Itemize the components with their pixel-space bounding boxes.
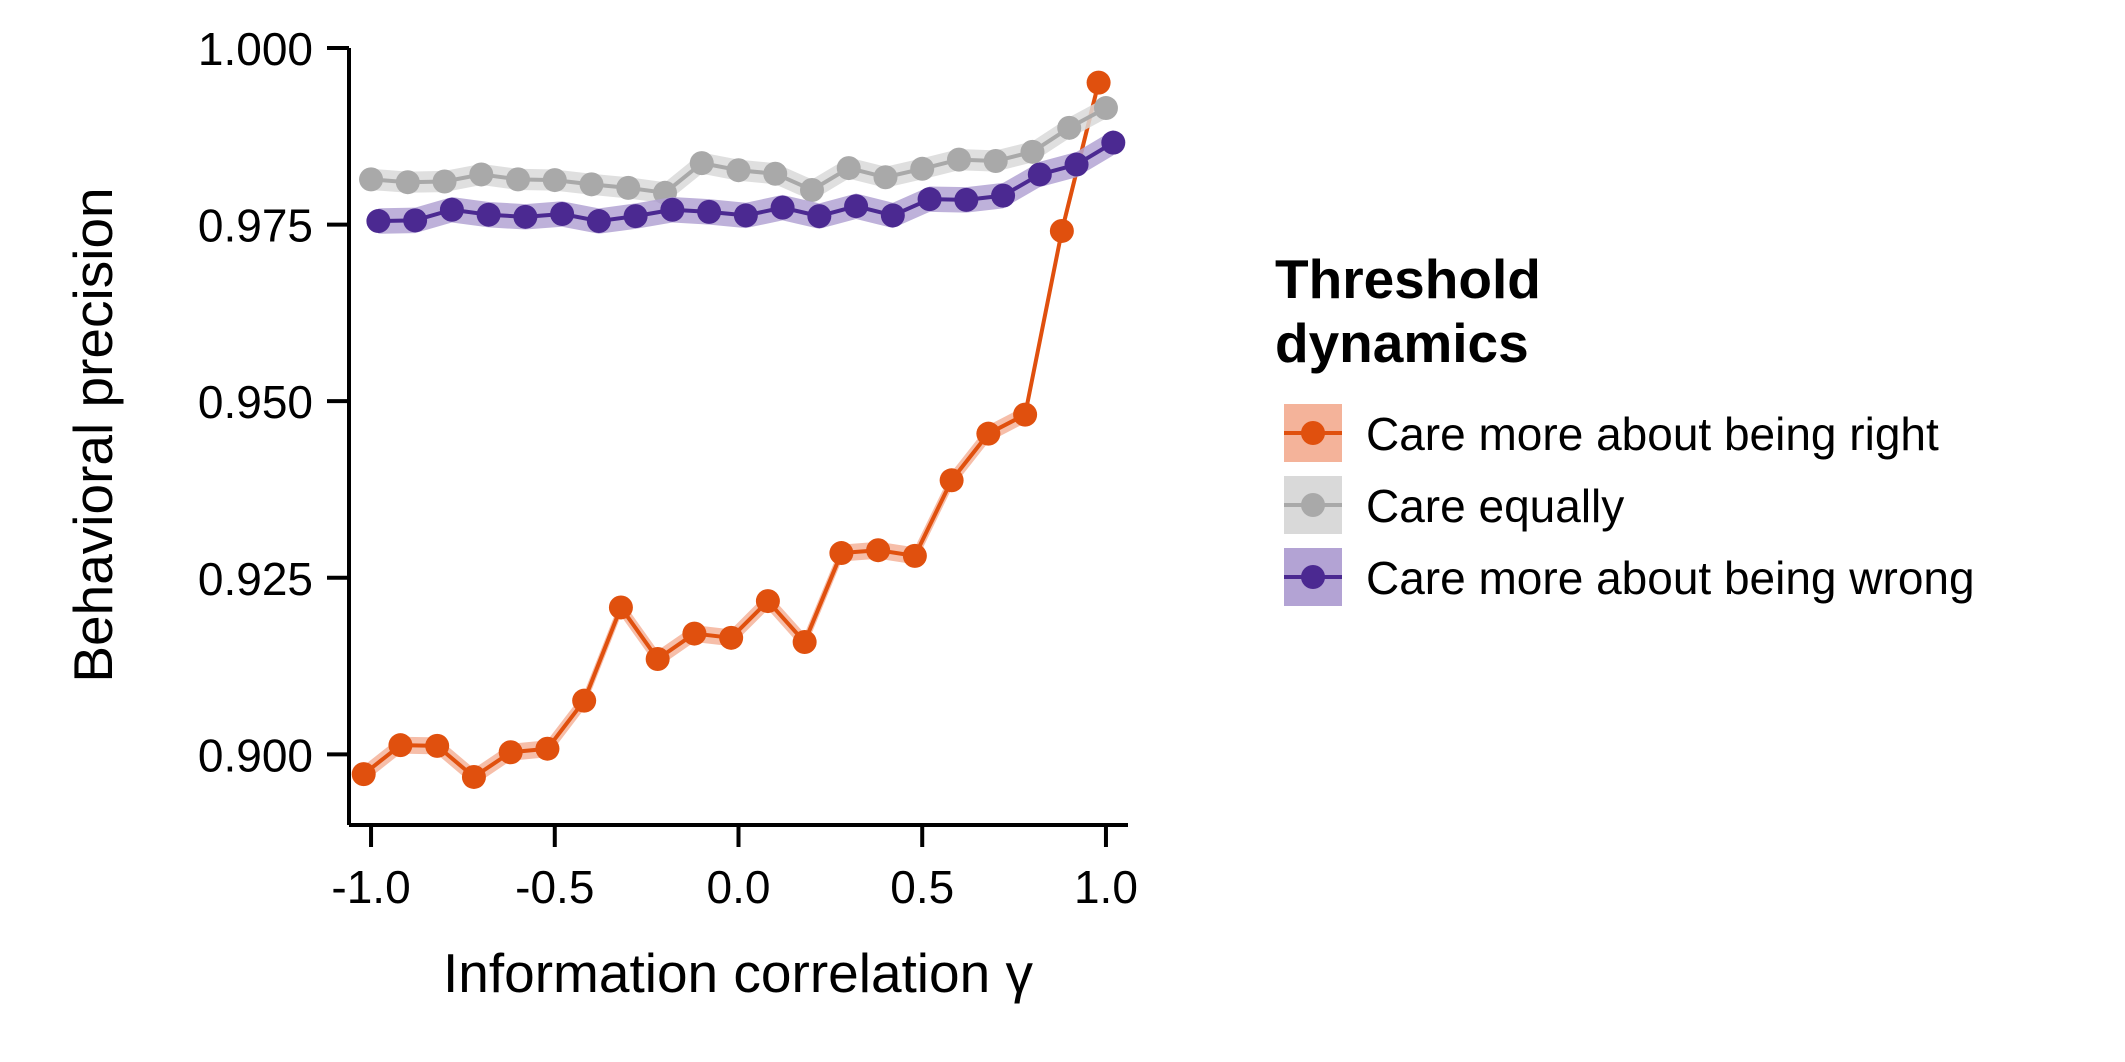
- data-point: [498, 740, 523, 765]
- y-tick-label: 0.925: [198, 553, 313, 605]
- data-point: [939, 468, 964, 493]
- data-point: [1101, 130, 1126, 155]
- data-point: [1020, 139, 1045, 164]
- data-point: [366, 209, 391, 234]
- data-point: [844, 194, 869, 219]
- data-point: [689, 151, 714, 176]
- data-point: [770, 195, 795, 220]
- data-point: [1049, 218, 1074, 243]
- data-point: [726, 158, 751, 183]
- data-point: [425, 733, 450, 758]
- legend-item: Care more about being right: [1284, 404, 1939, 462]
- legend: Threshold dynamics Care more about being…: [1275, 248, 1975, 606]
- data-point: [902, 543, 927, 568]
- legend-title-line2: dynamics: [1275, 312, 1529, 374]
- data-point: [535, 736, 560, 761]
- legend-items: Care more about being right Care equally C…: [1284, 404, 1975, 606]
- data-point: [439, 197, 464, 222]
- data-point: [461, 764, 486, 789]
- plot-area: [351, 70, 1126, 789]
- data-point: [755, 589, 780, 614]
- x-tick-label: 0.5: [890, 861, 954, 913]
- data-point: [513, 204, 538, 229]
- data-point: [792, 630, 817, 655]
- legend-label: Care more about being right: [1366, 408, 1939, 460]
- legend-label: Care equally: [1366, 480, 1624, 532]
- series-2: [359, 96, 1118, 205]
- legend-key-point: [1301, 493, 1325, 517]
- legend-key-point: [1301, 421, 1325, 445]
- data-point: [976, 421, 1001, 446]
- x-tick-label: -0.5: [515, 861, 594, 913]
- data-point: [954, 187, 979, 212]
- y-tick-label: 0.900: [198, 729, 313, 781]
- x-tick-label: -1.0: [331, 861, 410, 913]
- x-axis-label: Information correlation γ: [443, 942, 1033, 1004]
- data-point: [388, 733, 413, 758]
- legend-title-line1: Threshold: [1275, 248, 1541, 310]
- data-point: [645, 647, 670, 672]
- y-tick-label: 1.000: [198, 23, 313, 75]
- x-tick-label: 1.0: [1074, 861, 1138, 913]
- data-point: [660, 197, 685, 222]
- data-point: [763, 161, 788, 186]
- data-point: [616, 175, 641, 200]
- legend-label: Care more about being wrong: [1366, 552, 1975, 604]
- data-point: [351, 762, 376, 787]
- data-point: [799, 177, 824, 202]
- data-point: [991, 183, 1016, 208]
- data-point: [866, 538, 891, 563]
- data-point: [946, 147, 971, 172]
- data-point: [550, 201, 575, 226]
- data-point: [608, 595, 633, 620]
- data-point: [579, 172, 604, 197]
- data-point: [917, 187, 942, 212]
- data-point: [719, 625, 744, 650]
- data-point: [395, 170, 420, 195]
- data-point: [829, 541, 854, 566]
- data-point: [1057, 115, 1082, 140]
- data-point: [1086, 70, 1111, 95]
- data-point: [1093, 96, 1118, 121]
- data-point: [983, 149, 1008, 174]
- data-point: [697, 199, 722, 224]
- x-axis: -1.0 -0.5 0.0 0.5 1.0: [331, 823, 1138, 913]
- data-point: [542, 168, 567, 193]
- data-point: [807, 204, 832, 229]
- data-point: [403, 208, 428, 233]
- data-point: [873, 165, 898, 190]
- y-axis: 0.900 0.925 0.950 0.975 1.000: [198, 23, 351, 825]
- data-point: [880, 203, 905, 228]
- data-point: [733, 203, 758, 228]
- data-point: [1064, 152, 1089, 177]
- data-point: [359, 167, 384, 192]
- data-point: [572, 688, 597, 713]
- x-ticks: -1.0 -0.5 0.0 0.5 1.0: [331, 825, 1138, 913]
- series-1: [351, 70, 1111, 789]
- data-point: [910, 156, 935, 181]
- legend-item: Care more about being wrong: [1284, 548, 1975, 606]
- y-tick-label: 0.950: [198, 376, 313, 428]
- data-point: [682, 621, 707, 646]
- data-point: [586, 209, 611, 234]
- legend-item: Care equally: [1284, 476, 1624, 534]
- data-point: [506, 167, 531, 192]
- data-point: [476, 202, 501, 227]
- x-tick-label: 0.0: [707, 861, 771, 913]
- legend-key-point: [1301, 565, 1325, 589]
- data-point: [1013, 402, 1038, 427]
- y-tick-label: 0.975: [198, 200, 313, 252]
- data-point: [469, 162, 494, 187]
- data-point: [623, 204, 648, 229]
- y-ticks: 0.900 0.925 0.950 0.975 1.000: [198, 23, 349, 781]
- data-point: [836, 156, 861, 181]
- data-point: [1027, 162, 1052, 187]
- data-point: [432, 169, 457, 194]
- y-axis-label: Behavioral precision: [62, 187, 124, 682]
- series-3: [366, 129, 1126, 234]
